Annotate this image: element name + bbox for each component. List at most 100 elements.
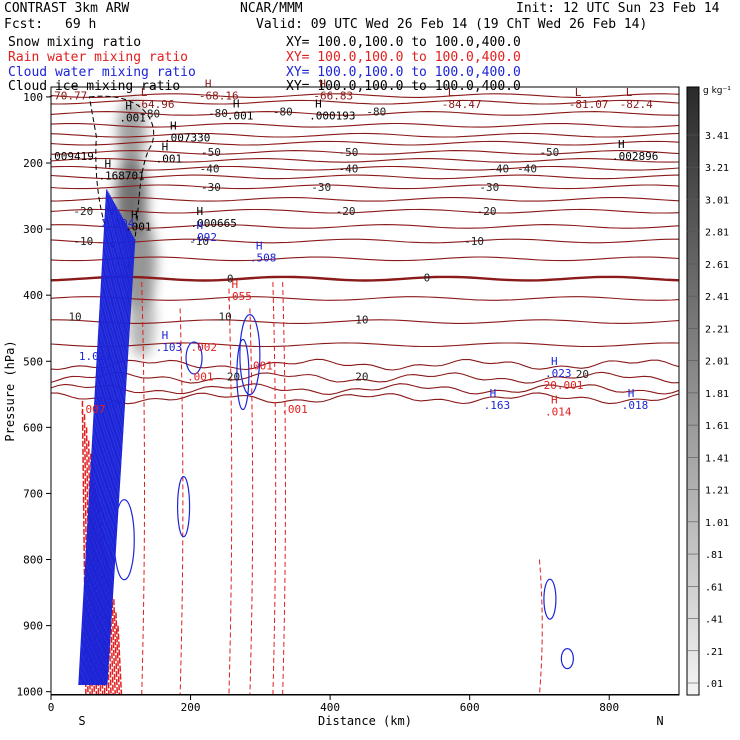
temperature-contour [51,383,679,395]
contour-label: -10 [464,235,484,248]
rain-contour [272,281,277,695]
temperature-contour [51,165,679,171]
contour-label: -30 [311,181,331,194]
extremum-value: .023 [545,367,572,380]
temperature-contour [51,392,679,405]
extremum-value: 2.504 [101,217,134,230]
contour-label: -40 [200,162,220,175]
extremum-marker: H [319,78,326,91]
extremum-marker: H [197,205,204,218]
colorbar-label: 1.21 [705,486,729,497]
cloud-water-contour [88,207,118,686]
cloud-water-contour [96,221,126,686]
cloud-water-contour [176,476,191,538]
contour-label: -80 [208,107,228,120]
legend-snow-name: Snow mixing ratio [8,35,142,50]
extremum-marker: H [551,394,558,407]
extremum-marker: H [315,97,322,110]
extremum-marker: H [104,158,111,171]
rain-contour [249,308,254,695]
extremum-marker: H [618,138,625,151]
x-tick-label: 200 [181,701,201,714]
cloud-water-contour [185,341,203,375]
cloud-water-contour [97,223,127,686]
temperature-contour [51,99,679,105]
extremum-marker: H [107,205,114,218]
extremum-value: .009419 [48,150,94,163]
contour-labels: -80 -80 -80 -80-50 -50 -50-40 -40 -40 -40-30 -30-… [48,78,659,419]
cloud-water-contour [99,227,129,686]
cloud-water-contour [103,234,134,686]
extremum-value: .001 [119,111,146,124]
y-tick-label: 200 [23,157,43,170]
extremum-marker: H [197,219,204,232]
temperature-contour [51,256,679,262]
init-time: Init: 12 UTC Sun 23 Feb 14 [516,1,720,16]
contour-label: 10 [355,314,368,327]
temperature-contour [51,150,679,155]
colorbar-scale [686,86,700,696]
extremum-value: .001 [281,403,308,416]
contour-label: 20 [576,368,589,381]
y-axis-label: Pressure (hPa) [3,340,17,441]
extremum-value: -64.96 [135,98,175,111]
temperature-contour [51,275,679,282]
cloud-water-contour [84,201,115,686]
north-label: N [656,714,663,728]
cloud-water-contour [82,197,112,686]
colorbar-label: 3.01 [705,195,729,206]
extremum-value: 1.021 [79,350,112,363]
extremum-marker: H [205,78,212,91]
cloud-water-contour [87,205,117,686]
temperature-contour [51,371,679,384]
colorbar-label: .41 [705,615,723,626]
contour-label: -80 [366,105,386,118]
colorbar-label: 1.61 [705,421,729,432]
temperature-contour [51,158,679,163]
extremum-value: .001 [246,359,273,372]
extremum-value: .002896 [612,150,658,163]
colorbar-label: .61 [705,582,723,593]
contour-label: -40 [517,162,537,175]
extremum-value: .092 [191,231,218,244]
cloud-water-contour [101,231,131,686]
colorbar-label: .21 [705,647,723,658]
cloud-water-contour [236,338,250,411]
rain-contour [228,288,233,695]
temperature-contour [51,196,679,202]
contour-label: -50 [338,146,358,159]
x-axis-label: Distance (km) [318,714,412,728]
temperature-contour [51,111,679,116]
cloud-water-contour [78,189,108,686]
extremum-marker: L [448,86,455,99]
extremum-marker: L [141,86,148,99]
extremum-value: -82.4 [620,98,653,111]
y-tick-label: 300 [23,223,43,236]
colorbar-label: 2.61 [705,260,729,271]
y-tick-label: 400 [23,289,43,302]
extremum-marker: H [162,329,169,342]
contour-label: -50 [539,146,559,159]
colorbar-label: 1.01 [705,518,729,529]
y-tick-label: 500 [23,355,43,368]
cloud-water-contour [81,195,111,686]
x-tick-label: 600 [460,701,480,714]
cloud-water-contour [89,209,119,686]
y-tick-label: 600 [23,421,43,434]
extremum-value: .163 [484,399,511,412]
extremum-marker: H [551,355,558,368]
contour-label: -20 [73,205,93,218]
legend-rain-name: Rain water mixing ratio [8,50,189,65]
extremum-value: -70.77 [48,90,88,103]
cloud-water-contour [105,236,135,686]
extremum-value: .001 [125,220,152,233]
extremum-value: .103 [156,341,183,354]
temperature-contour [51,238,679,244]
temperature-contour [51,208,679,214]
extremum-value: .001 [156,152,183,165]
temperature-contour [51,358,679,371]
contour-label: -20 [477,205,497,218]
colorbar-label: 1.81 [705,389,729,400]
colorbar-label: 1.41 [705,453,729,464]
cloud-water-contour [113,499,135,581]
